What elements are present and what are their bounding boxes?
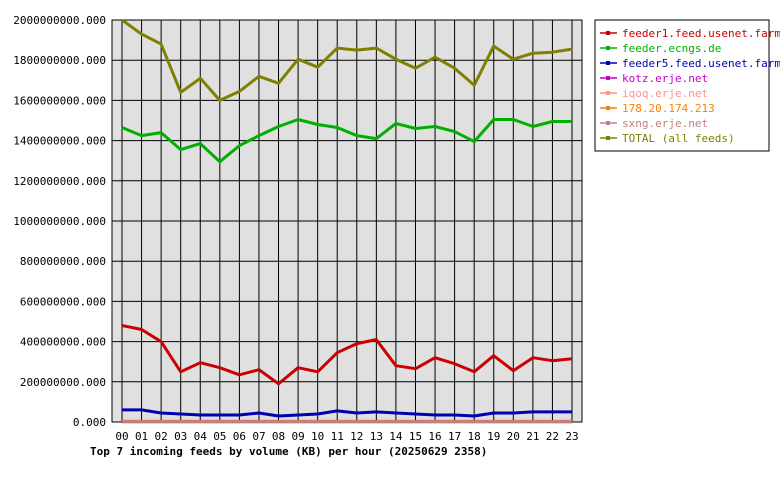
x-tick-label: 13 bbox=[370, 430, 383, 443]
x-tick-label: 10 bbox=[311, 430, 324, 443]
x-tick-label: 20 bbox=[507, 430, 520, 443]
x-tick-label: 16 bbox=[428, 430, 441, 443]
x-tick-label: 18 bbox=[468, 430, 481, 443]
legend-label: feeder5.feed.usenet.farm bbox=[622, 57, 780, 70]
x-tick-label: 07 bbox=[252, 430, 265, 443]
y-tick-label: 1000000000.000 bbox=[13, 215, 106, 228]
legend-marker bbox=[606, 136, 610, 140]
x-tick-label: 04 bbox=[194, 430, 208, 443]
legend-marker bbox=[606, 91, 610, 95]
x-tick-label: 05 bbox=[213, 430, 226, 443]
x-tick-label: 12 bbox=[350, 430, 363, 443]
legend-marker bbox=[606, 106, 610, 110]
legend-label: iqoq.erje.net bbox=[622, 87, 708, 100]
series-line bbox=[121, 324, 573, 386]
x-tick-label: 21 bbox=[526, 430, 539, 443]
x-tick-label: 03 bbox=[174, 430, 187, 443]
legend-label: feeder.ecngs.de bbox=[622, 42, 721, 55]
y-tick-label: 200000000.000 bbox=[20, 376, 106, 389]
y-tick-label: 600000000.000 bbox=[20, 295, 106, 308]
x-axis-tick-labels: 00 01 02 03 04 05 06 07 08 09 10 11 12 13 14 15 16 17 18 19… bbox=[115, 430, 578, 443]
series-line bbox=[121, 118, 572, 164]
y-tick-label: 400000000.000 bbox=[20, 336, 106, 349]
x-tick-label: 06 bbox=[233, 430, 246, 443]
x-tick-label: 17 bbox=[448, 430, 461, 443]
legend-marker bbox=[606, 121, 610, 125]
y-axis-tick-labels: 0.000 200000000.000 400000000.000 600000000… bbox=[13, 14, 106, 429]
legend-label: 178.20.174.213 bbox=[622, 102, 715, 115]
legend-label: feeder1.feed.usenet.farm bbox=[622, 27, 780, 40]
x-tick-label: 09 bbox=[291, 430, 304, 443]
x-tick-label: 15 bbox=[409, 430, 422, 443]
x-tick-label: 19 bbox=[487, 430, 500, 443]
y-tick-label: 1400000000.000 bbox=[13, 135, 106, 148]
grid bbox=[112, 19, 582, 423]
chart-title: Top 7 incoming feeds by volume (KB) per … bbox=[90, 445, 487, 458]
legend-marker bbox=[606, 76, 610, 80]
y-tick-label: 0.000 bbox=[73, 416, 106, 429]
x-tick-label: 01 bbox=[135, 430, 148, 443]
y-tick-label: 2000000000.000 bbox=[13, 14, 106, 27]
y-tick-label: 800000000.000 bbox=[20, 255, 106, 268]
legend-label: sxng.erje.net bbox=[622, 117, 708, 130]
x-tick-label: 11 bbox=[331, 430, 344, 443]
legend-marker bbox=[606, 61, 610, 65]
x-tick-label: 14 bbox=[389, 430, 403, 443]
legend: feeder1.feed.usenet.farm feeder.ecngs.de f… bbox=[594, 19, 780, 152]
y-tick-label: 1600000000.000 bbox=[13, 94, 106, 107]
legend-marker bbox=[606, 31, 610, 35]
x-tick-label: 00 bbox=[115, 430, 128, 443]
series-lines bbox=[121, 18, 573, 424]
x-tick-label: 02 bbox=[155, 430, 168, 443]
x-tick-label: 08 bbox=[272, 430, 285, 443]
y-tick-label: 1200000000.000 bbox=[13, 175, 106, 188]
x-tick-label: 23 bbox=[565, 430, 578, 443]
legend-label: TOTAL (all feeds) bbox=[622, 132, 735, 145]
x-tick-label: 22 bbox=[546, 430, 559, 443]
legend-box bbox=[594, 19, 770, 152]
legend-marker bbox=[606, 46, 610, 50]
series-line bbox=[122, 408, 572, 418]
y-tick-label: 1800000000.000 bbox=[13, 54, 106, 67]
series-line bbox=[121, 18, 573, 102]
legend-label: kotz.erje.net bbox=[622, 72, 708, 85]
